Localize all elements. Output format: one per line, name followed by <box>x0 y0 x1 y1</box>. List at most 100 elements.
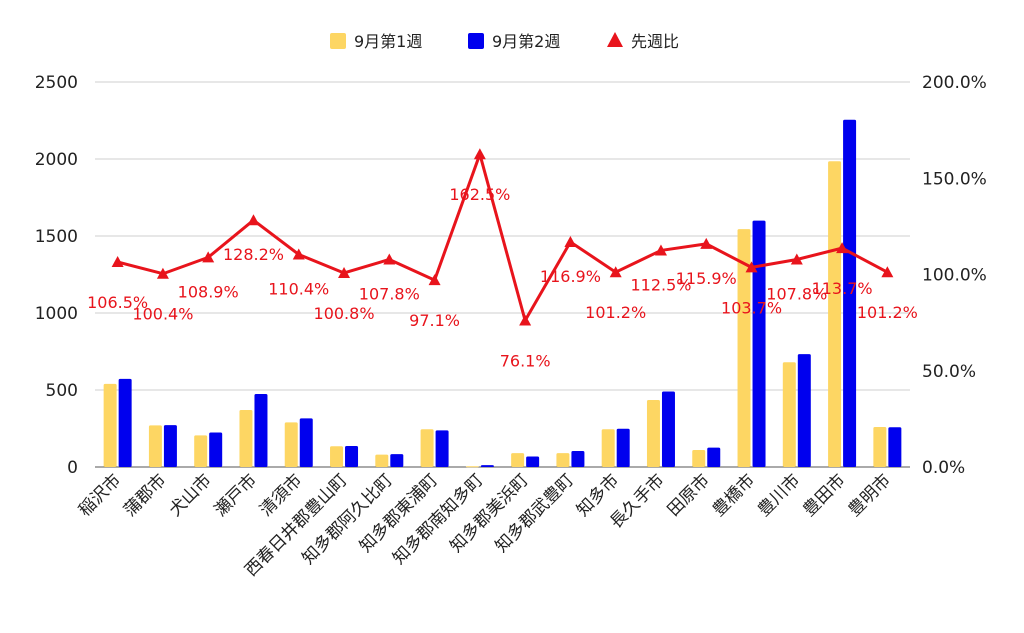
data-label: 112.5% <box>630 275 691 294</box>
bar <box>556 453 570 467</box>
data-label: 115.9% <box>676 269 737 288</box>
data-label: 107.8% <box>766 284 827 303</box>
data-label: 76.1% <box>500 352 551 371</box>
y-left-tick-label: 0 <box>67 458 78 478</box>
data-label: 100.4% <box>132 305 193 324</box>
data-label: 128.2% <box>223 245 284 264</box>
line-point <box>700 237 713 249</box>
bar <box>797 354 811 467</box>
bar <box>254 394 268 467</box>
bar <box>782 362 796 467</box>
line-point <box>745 261 758 273</box>
line-point <box>790 253 803 265</box>
y-right-tick-label: 50.0% <box>922 362 976 382</box>
bar <box>692 450 706 467</box>
x-tick-label: 犬山市 <box>166 470 216 520</box>
bar <box>103 383 117 467</box>
data-label: 97.1% <box>409 311 460 330</box>
bar <box>480 465 494 467</box>
legend-label: 9月第1週 <box>354 32 422 51</box>
data-label: 162.5% <box>449 185 510 204</box>
bar <box>345 446 359 467</box>
line-point <box>292 248 305 260</box>
bar <box>239 410 253 467</box>
data-label: 100.8% <box>314 304 375 323</box>
y-right-tick-label: 100.0% <box>922 266 987 286</box>
bar <box>194 435 208 467</box>
x-tick-label: 豊橋市 <box>709 470 759 520</box>
bar <box>828 161 842 467</box>
bar <box>118 378 132 467</box>
x-tick-label: 田原市 <box>664 470 714 520</box>
bar <box>435 430 449 467</box>
data-label: 101.2% <box>585 303 646 322</box>
x-tick-label: 豊川市 <box>754 470 804 520</box>
bar <box>601 429 615 467</box>
y-right-tick-label: 150.0% <box>922 169 987 189</box>
data-label: 101.2% <box>857 303 918 322</box>
bar <box>163 425 177 467</box>
y-left-tick-label: 1000 <box>35 304 78 324</box>
x-tick-label: 豊田市 <box>799 470 849 520</box>
y-left-tick-label: 1500 <box>35 227 78 247</box>
bar <box>873 426 887 467</box>
bar <box>209 432 223 467</box>
y-left-tick-label: 2500 <box>35 73 78 93</box>
x-axis: 稲沢市蒲郡市犬山市瀬戸市清須市西春日井郡豊山町知多郡阿久比町知多郡東浦町知多郡南… <box>75 470 895 580</box>
line-point <box>881 266 894 278</box>
data-label: 103.7% <box>721 298 782 317</box>
line-point <box>202 251 215 263</box>
y-right-tick-label: 0.0% <box>922 458 965 478</box>
legend: 9月第1週 9月第2週 先週比 <box>330 32 679 51</box>
data-labels: 106.5%100.4% 108.9% 128.2% 110.4% 100.8% 107.… <box>87 185 918 370</box>
y-left-tick-label: 500 <box>46 381 78 401</box>
bar <box>330 446 344 467</box>
data-label: 110.4% <box>268 279 329 298</box>
bar <box>375 454 389 467</box>
line-point <box>519 314 532 326</box>
data-label: 108.9% <box>178 282 239 301</box>
bar <box>661 391 675 467</box>
line-point <box>654 244 667 256</box>
legend-swatch <box>468 33 484 49</box>
y-axis-right: 0.0% 50.0% 100.0% 150.0% 200.0% <box>922 73 987 478</box>
data-label: 116.9% <box>540 267 601 286</box>
line-point <box>609 266 622 278</box>
bar <box>284 422 298 467</box>
line-series <box>111 148 894 326</box>
data-label: 106.5% <box>87 293 148 312</box>
bar <box>707 447 721 467</box>
data-label: 113.7% <box>812 279 873 298</box>
bar-series <box>103 119 902 468</box>
bar <box>420 429 434 467</box>
bar <box>752 220 766 467</box>
bar <box>526 456 540 467</box>
line-point <box>338 266 351 278</box>
y-right-tick-label: 200.0% <box>922 73 987 93</box>
line-point <box>383 253 396 265</box>
bar <box>148 425 162 467</box>
bar <box>843 119 857 467</box>
line-point <box>473 148 486 160</box>
line-path <box>117 152 889 323</box>
bar <box>888 427 902 467</box>
bar <box>299 418 313 467</box>
legend-swatch <box>607 32 623 47</box>
bar <box>511 453 525 467</box>
gridlines <box>95 81 910 468</box>
x-tick-label: 稲沢市 <box>75 470 125 520</box>
line-point <box>247 214 260 226</box>
x-tick-label: 瀬戸市 <box>211 470 261 520</box>
bar <box>390 454 404 467</box>
y-left-tick-label: 2000 <box>35 150 78 170</box>
line-point <box>564 235 577 247</box>
legend-swatch <box>330 33 346 49</box>
x-tick-label: 豊明市 <box>845 470 895 520</box>
bar <box>465 466 479 468</box>
legend-label: 先週比 <box>631 32 679 51</box>
line-point <box>111 255 124 267</box>
legend-label: 9月第2週 <box>492 32 560 51</box>
line-point <box>836 242 849 254</box>
bar <box>737 229 751 467</box>
